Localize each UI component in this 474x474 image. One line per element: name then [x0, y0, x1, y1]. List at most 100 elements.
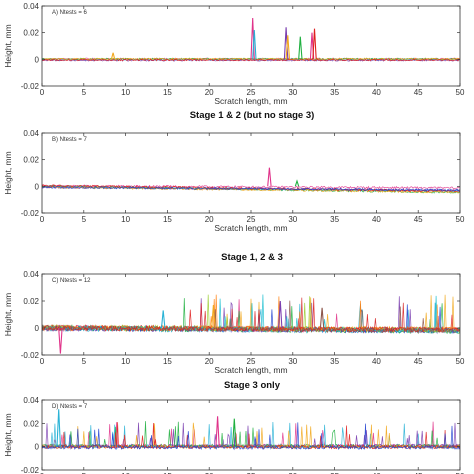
x-tick-label: 15: [163, 88, 172, 97]
y-tick-label: 0.02: [23, 297, 39, 306]
data-spike-4: [319, 307, 325, 329]
x-tick-label: 20: [205, 472, 214, 474]
data-series-11: [42, 300, 460, 334]
x-tick-label: 5: [82, 88, 87, 97]
data-spike-1: [294, 179, 300, 187]
y-tick-label: 0.02: [23, 156, 39, 165]
data-series-7: [42, 185, 460, 192]
x-tick-label: 50: [456, 88, 465, 97]
stage-title-2: Stage 1, 2 & 3: [221, 252, 283, 263]
x-tick-label: 25: [247, 357, 256, 366]
x-tick-label: 15: [163, 357, 172, 366]
x-tick-label: 30: [288, 215, 297, 224]
y-axis-label: Height, mm: [3, 151, 13, 194]
panel-label: C) Ntests = 12: [52, 278, 91, 284]
x-tick-label: 30: [288, 472, 297, 474]
x-tick-label: 20: [205, 357, 214, 366]
x-tick-label: 40: [372, 88, 381, 97]
data-spike-4: [285, 35, 291, 60]
y-tick-label: -0.02: [21, 466, 40, 474]
series-group: [42, 294, 460, 354]
y-tick-label: 0: [35, 324, 40, 333]
y-tick-label: -0.02: [21, 351, 40, 360]
x-tick-label: 5: [82, 215, 87, 224]
y-tick-label: -0.02: [21, 209, 40, 218]
y-axis-label: Height, mm: [3, 293, 13, 336]
data-spike-5: [298, 36, 303, 60]
stage-title-3: Stage 3 only: [224, 380, 281, 391]
y-tick-label: -0.02: [21, 82, 40, 91]
y-tick-label: 0.02: [23, 29, 39, 38]
data-spike-1: [215, 416, 220, 447]
x-tick-label: 50: [456, 472, 465, 474]
panel-label: D) Ntests = 7: [52, 404, 88, 410]
x-tick-label: 45: [414, 472, 423, 474]
x-tick-label: 0: [40, 88, 45, 97]
x-tick-label: 5: [82, 472, 87, 474]
y-axis-label: Height, mm: [3, 24, 13, 67]
data-spike-7: [312, 28, 317, 60]
x-tick-label: 40: [372, 215, 381, 224]
data-series-12: [42, 297, 460, 334]
y-tick-label: 0.04: [23, 129, 39, 138]
x-tick-label: 45: [414, 88, 423, 97]
data-spike-2: [252, 29, 257, 60]
y-tick-label: 0.04: [23, 2, 39, 11]
plot-area: [42, 274, 460, 355]
x-tick-label: 10: [121, 357, 130, 366]
x-tick-label: 50: [456, 215, 465, 224]
x-axis-label: Scratch length, mm: [214, 365, 287, 375]
x-tick-label: 5: [82, 357, 87, 366]
data-spike-2: [211, 305, 216, 329]
series-group: [42, 167, 460, 194]
series-group: [42, 409, 460, 451]
x-tick-label: 30: [288, 357, 297, 366]
series-group: [42, 17, 460, 62]
x-tick-label: 25: [247, 88, 256, 97]
y-axis-label: Height, mm: [3, 413, 13, 456]
x-tick-label: 40: [372, 357, 381, 366]
x-tick-label: 15: [163, 472, 172, 474]
x-tick-label: 40: [372, 472, 381, 474]
data-spike-0: [58, 327, 63, 354]
x-tick-label: 25: [247, 215, 256, 224]
x-axis-label: Scratch length, mm: [214, 96, 287, 106]
data-series-6: [42, 184, 460, 193]
x-tick-label: 25: [247, 472, 256, 474]
data-spike-1: [160, 310, 166, 329]
data-spike-0: [110, 52, 116, 60]
data-spike-2: [232, 418, 237, 447]
data-spike-3: [278, 300, 283, 329]
x-tick-label: 0: [40, 215, 45, 224]
plot-area: [42, 133, 460, 213]
x-axis-label: Scratch length, mm: [214, 223, 287, 233]
y-tick-label: 0: [35, 443, 40, 452]
x-tick-label: 45: [414, 357, 423, 366]
x-tick-label: 0: [40, 357, 45, 366]
x-tick-label: 10: [121, 88, 130, 97]
y-tick-label: 0: [35, 55, 40, 64]
data-spike-0: [267, 167, 272, 187]
x-tick-label: 15: [163, 215, 172, 224]
x-tick-label: 45: [414, 215, 423, 224]
data-series-6: [42, 58, 460, 62]
x-tick-label: 20: [205, 88, 214, 97]
panel-label: B) Ntests = 7: [52, 137, 88, 143]
x-tick-label: 30: [288, 88, 297, 97]
x-tick-label: 0: [40, 472, 45, 474]
stage-title-1: Stage 1 & 2 (but no stage 3): [190, 110, 315, 121]
x-tick-label: 35: [330, 472, 339, 474]
x-tick-label: 50: [456, 357, 465, 366]
data-spike-0: [56, 409, 61, 447]
x-tick-label: 35: [330, 88, 339, 97]
x-tick-label: 35: [330, 357, 339, 366]
x-tick-label: 20: [205, 215, 214, 224]
y-tick-label: 0: [35, 182, 40, 191]
plot-area: [42, 400, 460, 470]
x-tick-label: 10: [121, 215, 130, 224]
